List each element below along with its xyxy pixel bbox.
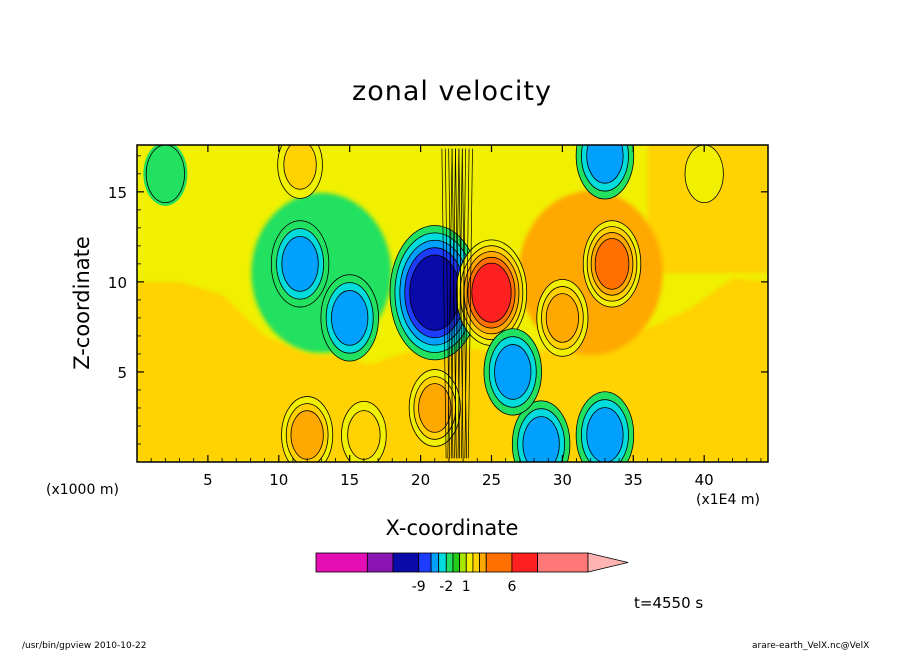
x-scale-note: (x1E4 m): [696, 492, 760, 508]
contour-blob: [281, 236, 319, 292]
contour-blob: [586, 145, 624, 184]
contour-line: [467, 148, 473, 459]
colorbar-label: 1: [462, 579, 471, 595]
time-annotation: t=4550 s: [634, 594, 704, 612]
y-tick-label: 15: [108, 184, 127, 202]
contour-line: [444, 148, 450, 459]
plot-frame: [136, 144, 769, 463]
colorbar-segment: [445, 552, 454, 573]
x-unit-label: (x1000 m): [46, 482, 119, 498]
colorbar-segment: [465, 552, 474, 573]
colorbar-label: -2: [439, 579, 453, 595]
colorbar-segment: [485, 552, 513, 573]
y-tick-label: 10: [108, 274, 127, 292]
x-tick-label: 25: [482, 471, 501, 489]
x-tick-label: 20: [411, 471, 430, 489]
colorbar-segment: [472, 552, 480, 573]
colorbar-segment: [537, 552, 589, 573]
contour-blob: [283, 145, 317, 190]
contour-line: [458, 148, 464, 459]
colorbar-segment: [430, 552, 440, 573]
contour-blob: [684, 145, 724, 204]
colorbar-extend-arrow: [587, 552, 629, 573]
contour-blob: [409, 254, 461, 331]
contour-line: [461, 148, 467, 459]
chart-title: zonal velocity: [352, 76, 552, 107]
footer-right: arare-earth_VelX.nc@VelX: [752, 641, 870, 651]
contour-blob: [331, 290, 369, 346]
colorbar-segment: [315, 552, 368, 573]
colorbar-segment: [392, 552, 420, 573]
colorbar-label: 6: [507, 579, 516, 595]
x-tick-label: 15: [340, 471, 359, 489]
footer-left: /usr/bin/gpview 2010-10-22: [22, 641, 147, 651]
contour-blob: [347, 410, 381, 460]
contour-blob: [545, 293, 580, 343]
contour-blob: [145, 145, 185, 204]
colorbar-segment: [459, 552, 467, 573]
contour-blob: [494, 344, 532, 400]
contour-blob: [471, 262, 512, 323]
contour-line: [448, 148, 454, 459]
colorbar-label: -9: [412, 579, 426, 595]
contour-line: [455, 148, 461, 459]
contour-blob: [522, 416, 560, 462]
contour-line: [441, 148, 447, 459]
contour-line: [451, 148, 457, 459]
colorbar-segment: [452, 552, 461, 573]
y-axis-ticks: 5 10 15: [108, 155, 768, 445]
x-axis-ticks: 5 10 15 20 25 30 35 40: [150, 145, 762, 489]
colorbar-segment: [479, 552, 487, 573]
contour-blob: [586, 407, 624, 462]
x-axis-label: X-coordinate: [385, 516, 519, 540]
x-tick-label: 35: [624, 471, 643, 489]
colorbar-segment: [438, 552, 447, 573]
colorbar: -9 -2 1 6: [315, 552, 629, 595]
plot-area: [137, 145, 768, 462]
x-tick-label: 40: [695, 471, 714, 489]
colorbar-segment: [511, 552, 538, 573]
y-tick-label: 5: [117, 364, 127, 382]
colorbar-segment: [418, 552, 432, 573]
y-axis-label: Z-coordinate: [70, 236, 94, 370]
colorbar-segment: [366, 552, 394, 573]
contour-blob: [290, 410, 324, 460]
x-tick-label: 10: [269, 471, 288, 489]
x-tick-label: 5: [203, 471, 213, 489]
x-tick-label: 30: [553, 471, 572, 489]
contour-blob: [418, 383, 452, 433]
contour-blob: [594, 238, 630, 290]
